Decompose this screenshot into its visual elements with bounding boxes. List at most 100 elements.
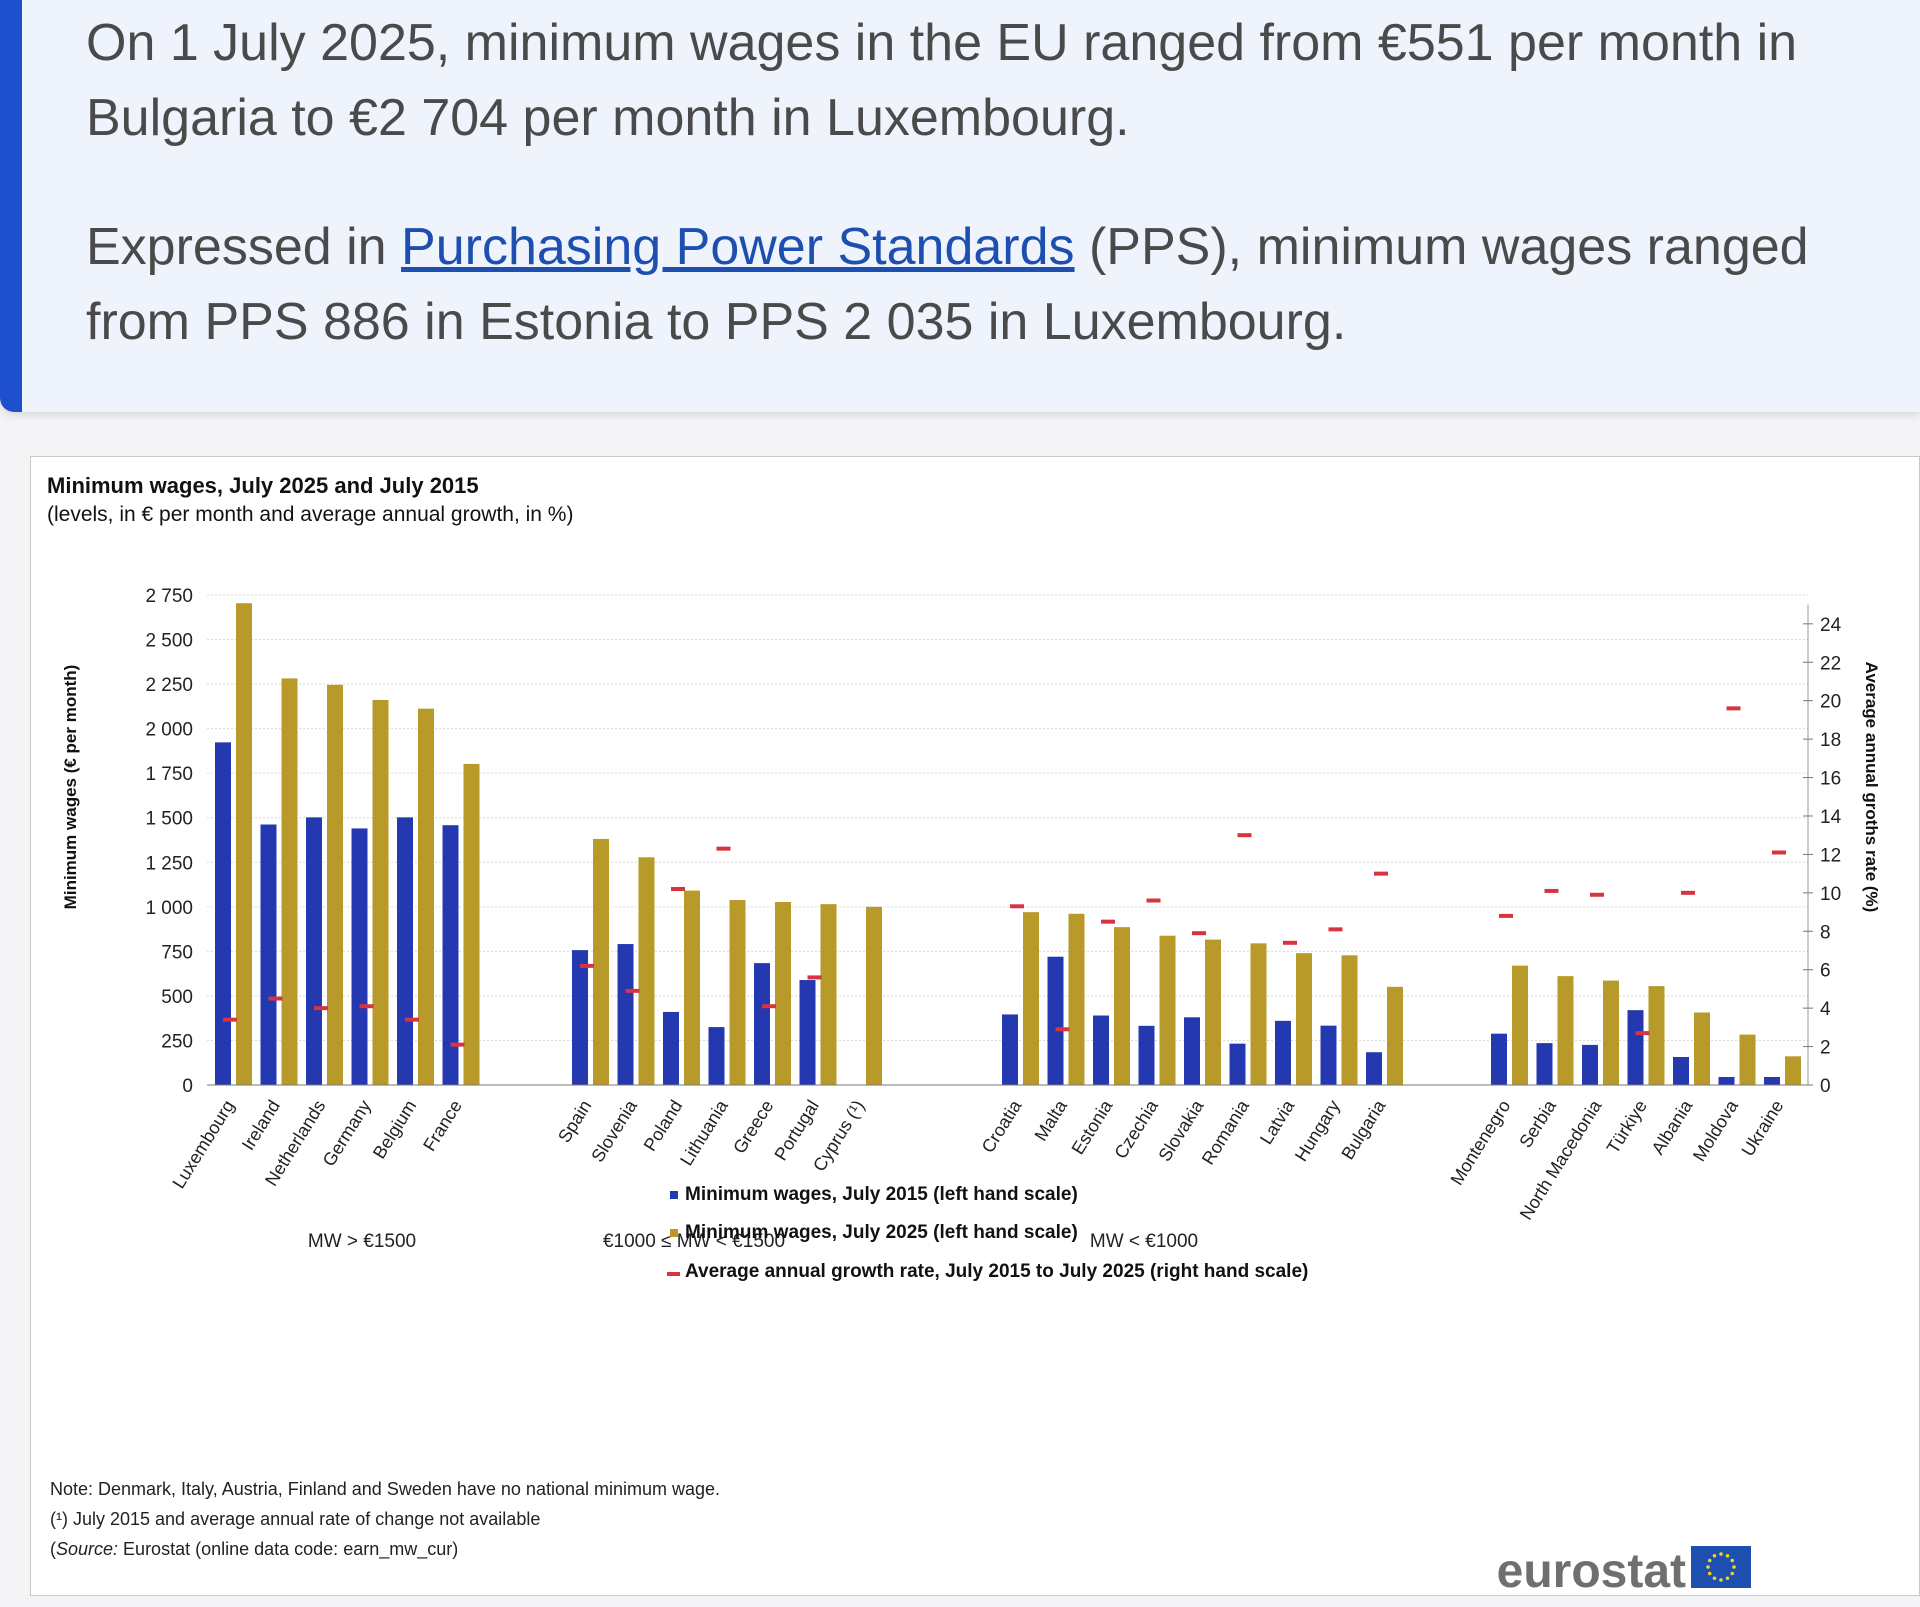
- bar-2025: [1694, 1012, 1710, 1085]
- x-category-label: Ukraine: [1738, 1097, 1788, 1160]
- bar-2025: [372, 699, 389, 1085]
- bar-2025: [593, 838, 609, 1085]
- growth-markers: [223, 706, 1786, 1047]
- y-tick-label: 500: [161, 987, 193, 1008]
- bar-2025: [1250, 943, 1267, 1085]
- x-category-label: Poland: [640, 1097, 687, 1155]
- growth-marker: [268, 996, 283, 1001]
- callout-accent-bar: [0, 0, 22, 412]
- x-category-label: Malta: [1031, 1096, 1072, 1145]
- growth-marker: [1283, 940, 1297, 945]
- bar-2015: [708, 1027, 725, 1085]
- bar-2015: [1138, 1025, 1155, 1085]
- bar-2015: [1627, 1010, 1644, 1085]
- chart-title: Minimum wages, July 2025 and July 2015: [47, 473, 479, 498]
- x-category-label: Spain: [554, 1097, 595, 1147]
- bar-2015: [572, 950, 588, 1085]
- growth-marker: [1146, 898, 1161, 903]
- bar-2025: [1603, 980, 1619, 1085]
- x-category-label: Hungary: [1291, 1097, 1344, 1165]
- bar-2015: [1366, 1052, 1382, 1085]
- bar-2015: [1673, 1057, 1689, 1085]
- bar-2025: [463, 763, 480, 1085]
- note-source-label: Source:: [56, 1539, 118, 1559]
- callout-p2-before: Expressed in: [86, 218, 402, 276]
- bar-2025: [1557, 976, 1574, 1085]
- y2-tick-label: 4: [1820, 999, 1831, 1020]
- growth-marker: [1010, 904, 1024, 909]
- chart-subtitle: (levels, in € per month and average annu…: [47, 503, 573, 526]
- bar-2025: [327, 684, 343, 1085]
- x-category-label: Bulgaria: [1337, 1096, 1389, 1163]
- bar-2015: [1002, 1014, 1018, 1085]
- callout-p2-after: (PPS), minimum wages ranged from PPS 886…: [86, 218, 1809, 351]
- y2-axis-title: Average annual groths rate (%): [1862, 662, 1881, 913]
- y-tick-label: 2 000: [145, 720, 193, 741]
- y-axis-title: Minimum wages (€ per month): [61, 665, 80, 910]
- legend-label-2015: Minimum wages, July 2015 (left hand scal…: [685, 1184, 1078, 1205]
- minimum-wages-chart: Minimum wages, July 2025 and July 2015 (…: [47, 473, 1881, 1598]
- eu-star: [1712, 1576, 1717, 1581]
- eu-star: [1725, 1576, 1730, 1581]
- growth-marker: [716, 846, 731, 851]
- bar-2025: [820, 904, 837, 1085]
- left-axis: 0 250 500 750 1 000 1 250 1 500 1 750 2 000 2 250…: [145, 586, 193, 1097]
- bar-2015: [617, 944, 634, 1085]
- y2-tick-label: 16: [1820, 769, 1841, 790]
- growth-marker: [405, 1017, 419, 1022]
- note-line-1: Note: Denmark, Italy, Austria, Finland a…: [50, 1479, 720, 1499]
- bar-2015: [397, 817, 413, 1085]
- group-labels: MW > €1500 €1000 ≤ MW < €1500 MW < €1000: [308, 1231, 1198, 1252]
- y2-tick-label: 24: [1820, 615, 1842, 636]
- x-category-label: Slovenia: [587, 1096, 641, 1166]
- growth-marker: [314, 1006, 328, 1011]
- bar-2025: [1114, 927, 1130, 1085]
- bar-2015: [1047, 956, 1064, 1085]
- bar-2015: [1229, 1043, 1246, 1085]
- bar-2015: [306, 817, 322, 1085]
- y2-tick-label: 8: [1820, 922, 1831, 943]
- y2-tick-label: 2: [1820, 1038, 1831, 1059]
- eu-star: [1730, 1571, 1735, 1576]
- pps-link[interactable]: Purchasing Power Standards: [401, 218, 1075, 276]
- growth-marker: [762, 1004, 776, 1009]
- bar-2025: [775, 902, 791, 1085]
- chart-panel: Minimum wages, July 2025 and July 2015 (…: [30, 456, 1920, 1598]
- eu-star: [1730, 1558, 1735, 1563]
- y-tick-label: 1 000: [145, 898, 193, 919]
- x-category-label: France: [419, 1097, 466, 1155]
- legend-label-2025: Minimum wages, July 2025 (left hand scal…: [685, 1222, 1078, 1243]
- y2-tick-label: 20: [1820, 692, 1841, 713]
- bar-2025: [1785, 1056, 1801, 1085]
- bar-2015: [215, 742, 231, 1085]
- x-category-label: Greece: [729, 1097, 777, 1158]
- growth-marker: [580, 963, 594, 968]
- growth-marker: [625, 988, 640, 993]
- group-label: €1000 ≤ MW < €1500: [603, 1231, 785, 1252]
- eu-star: [1719, 1552, 1723, 1556]
- bar-2025: [1648, 986, 1665, 1085]
- bar-2025: [1068, 913, 1085, 1085]
- eu-star: [1732, 1565, 1736, 1569]
- y-tick-label: 2 250: [145, 675, 193, 696]
- y-tick-label: 1 500: [145, 809, 193, 830]
- group-label: MW < €1000: [1090, 1231, 1198, 1252]
- y-tick-label: 1 750: [145, 764, 193, 785]
- bar-2015: [1582, 1044, 1598, 1085]
- y2-tick-label: 0: [1820, 1076, 1831, 1097]
- bar-2025: [1205, 939, 1221, 1085]
- group-label: MW > €1500: [308, 1231, 416, 1252]
- callout-text: On 1 July 2025, minimum wages in the EU …: [86, 6, 1896, 414]
- x-category-label: Latvia: [1256, 1096, 1299, 1148]
- y-tick-label: 2 750: [145, 586, 193, 607]
- bar-2025: [1023, 912, 1039, 1085]
- y2-tick-label: 12: [1820, 845, 1841, 866]
- growth-marker: [1101, 919, 1115, 924]
- y-tick-label: 750: [161, 942, 193, 963]
- bar-2025: [418, 708, 434, 1085]
- bar-2015: [260, 824, 277, 1085]
- eurostat-logo: eurostat: [1497, 1545, 1751, 1598]
- legend-swatch-2025: [670, 1229, 678, 1237]
- bar-2015: [442, 825, 459, 1085]
